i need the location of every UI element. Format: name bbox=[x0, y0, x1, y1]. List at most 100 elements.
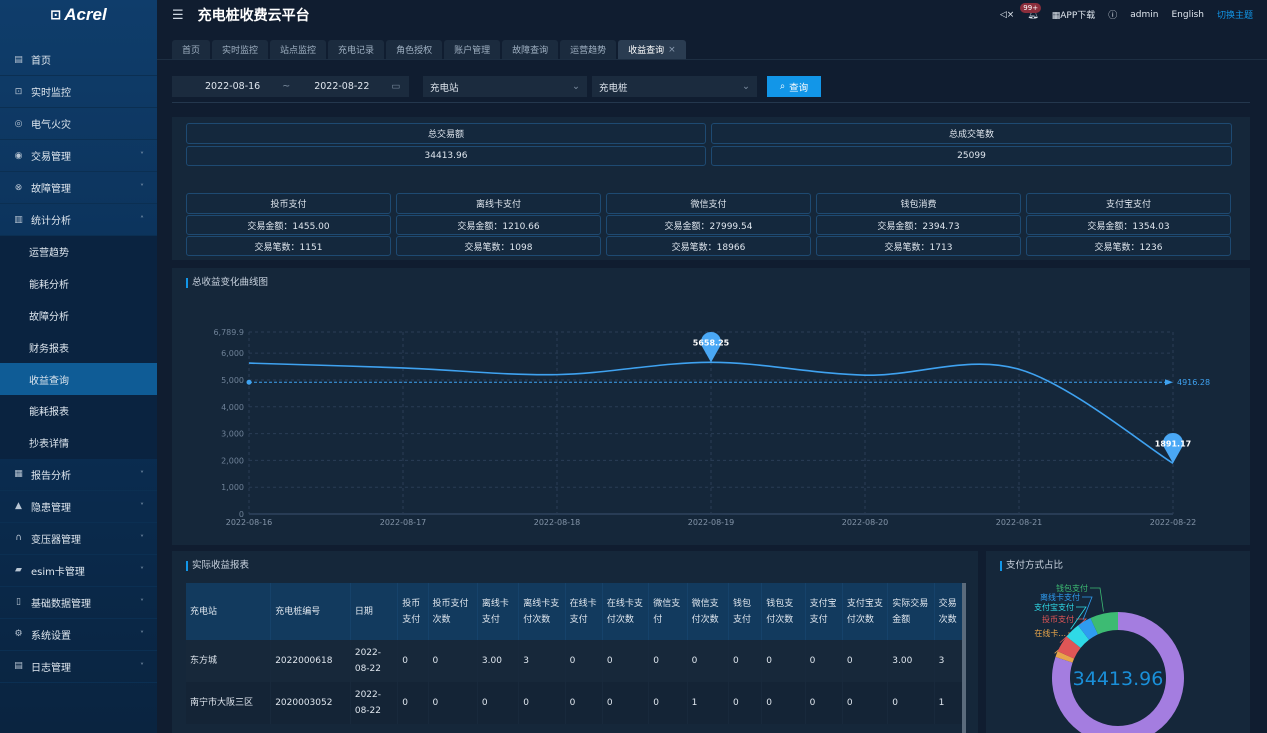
theme-switch[interactable]: 切换主题 bbox=[1216, 11, 1253, 21]
pie-center-total: 34413.96 bbox=[1073, 668, 1164, 690]
sidebar-item[interactable]: ▰ esim卡管理 ˅ bbox=[0, 555, 157, 587]
sidebar-item[interactable]: ▲ 隐患管理 ˅ bbox=[0, 491, 157, 523]
settings-icon: ⚙ bbox=[14, 629, 23, 640]
sidebar-item[interactable]: ⚙ 系统设置 ˅ bbox=[0, 619, 157, 651]
query-button[interactable]: ⌕ 查询 bbox=[767, 76, 821, 97]
mark-point[interactable] bbox=[701, 331, 721, 363]
table-cell: 0 bbox=[477, 682, 520, 724]
method-name: 离线卡支付 bbox=[396, 193, 601, 214]
table-cell: 3.00 bbox=[477, 640, 520, 682]
revenue-table-panel: 实际收益报表 充电站 充电桩编号 日期 投币支付 投币支付次数 离线卡支付 离线卡支付次数在… bbox=[172, 551, 978, 733]
end-date[interactable]: 2022-08-22 bbox=[314, 81, 370, 92]
chevron-down-icon: ⌄ bbox=[742, 81, 750, 92]
pile-select[interactable]: 充电桩 ⌄ bbox=[592, 76, 757, 97]
sidebar-subitem[interactable]: 财务报表 bbox=[0, 331, 157, 364]
y-tick-label: 4,000 bbox=[221, 403, 244, 412]
chart-title: 总收益变化曲线图 bbox=[186, 278, 268, 288]
tab-label: 站点监控 bbox=[280, 46, 317, 56]
menu-toggle-icon[interactable]: ☰ bbox=[172, 7, 184, 23]
sim-icon: ▰ bbox=[15, 565, 22, 576]
sidebar-menu: ▤ 首页 ⊡ 实时监控 ◎ 电气火灾 ◉ 交易管理 ˅ ⊗ 故障管理 ˅ ▥ 统计分析 ˄ 运营趋势 能耗分析故… bbox=[0, 44, 157, 683]
tab[interactable]: 故障查询 bbox=[502, 40, 559, 59]
column-header: 支付宝支付次数 bbox=[842, 583, 889, 640]
sidebar-item-label: 变压器管理 bbox=[31, 534, 81, 546]
table-cell: 3 bbox=[518, 640, 566, 682]
sidebar-item-label: 统计分析 bbox=[31, 216, 71, 227]
pie-label: 离线卡支付 bbox=[1040, 592, 1080, 602]
pie-title: 支付方式占比 bbox=[1000, 561, 1063, 571]
sidebar-item[interactable]: ▤ 首页 bbox=[0, 44, 157, 76]
tab[interactable]: 实时监控 bbox=[212, 40, 269, 59]
sidebar-item[interactable]: ∩ 变压器管理 ˅ bbox=[0, 523, 157, 555]
chevron-down-icon: ⌄ bbox=[572, 81, 580, 92]
close-icon[interactable]: × bbox=[668, 44, 676, 55]
table-cell: 3.00 bbox=[887, 640, 935, 682]
column-header: 交易次数 bbox=[934, 583, 966, 640]
tab[interactable]: 充电记录 bbox=[328, 40, 385, 59]
table-cell: 3 bbox=[934, 640, 966, 682]
pie-slice[interactable] bbox=[1052, 612, 1184, 733]
tab-label: 首页 bbox=[182, 46, 201, 56]
sidebar-subitem[interactable]: 收益查询 bbox=[0, 363, 157, 395]
sidebar-item[interactable]: ▤ 日志管理 ˅ bbox=[0, 651, 157, 683]
pie-slice[interactable] bbox=[1066, 625, 1089, 648]
sidebar-subitem[interactable]: 故障分析 bbox=[0, 299, 157, 332]
sidebar-item-label: 故障管理 bbox=[31, 184, 71, 195]
sidebar-item[interactable]: ▦ 报告分析 ˅ bbox=[0, 459, 157, 491]
table-cell: 0 bbox=[761, 682, 806, 724]
station-select-value: 充电站 bbox=[430, 82, 459, 94]
sidebar-item[interactable]: ▥ 统计分析 ˄ bbox=[0, 204, 157, 236]
pie-slice[interactable] bbox=[1057, 636, 1081, 659]
x-tick-label: 2022-08-20 bbox=[842, 518, 889, 527]
sidebar-item[interactable]: ▯ 基础数据管理 ˅ bbox=[0, 587, 157, 619]
station-select[interactable]: 充电站 ⌄ bbox=[423, 76, 587, 97]
bar-chart-icon: ▥ bbox=[14, 214, 23, 225]
start-date[interactable]: 2022-08-16 bbox=[205, 81, 261, 92]
sidebar-item[interactable]: ◎ 电气火灾 bbox=[0, 108, 157, 140]
table-cell: 0 bbox=[687, 640, 729, 682]
table-cell: 0 bbox=[648, 640, 688, 682]
pie-slice[interactable] bbox=[1078, 618, 1098, 640]
tab[interactable]: 运营趋势 bbox=[560, 40, 617, 59]
tab[interactable]: 角色授权 bbox=[386, 40, 443, 59]
tab[interactable]: 收益查询 × bbox=[618, 40, 686, 59]
method-name: 支付宝支付 bbox=[1026, 193, 1231, 214]
bell-icon[interactable]: 🔔︎ 99+ bbox=[1020, 2, 1042, 20]
sidebar-item[interactable]: ◉ 交易管理 ˅ bbox=[0, 140, 157, 172]
help-icon[interactable]: ⓘ bbox=[1108, 11, 1118, 21]
sidebar-subitem[interactable]: 抄表详情 bbox=[0, 426, 157, 459]
tab[interactable]: 账户管理 bbox=[444, 40, 501, 59]
sidebar-subitem[interactable]: 能耗分析 bbox=[0, 267, 157, 300]
sidebar-subitem[interactable]: 能耗报表 bbox=[0, 394, 157, 427]
sidebar-item-label: 交易管理 bbox=[31, 152, 71, 163]
table-scrollbar[interactable] bbox=[962, 583, 966, 733]
table-cell: 0 bbox=[842, 640, 889, 682]
pie-slice[interactable] bbox=[1055, 651, 1075, 663]
language-switch[interactable]: English bbox=[1171, 9, 1204, 20]
method-amount: 交易金额：2394.73 bbox=[816, 215, 1021, 235]
sidebar-item[interactable]: ⊗ 故障管理 ˅ bbox=[0, 172, 157, 204]
user-menu[interactable]: admin bbox=[1130, 9, 1159, 20]
sidebar-item[interactable]: ⊡ 实时监控 bbox=[0, 76, 157, 108]
mark-point-label: 5658.25 bbox=[693, 338, 730, 347]
date-range-picker[interactable]: 2022-08-16 ~ 2022-08-22 ▭ bbox=[172, 76, 409, 97]
tab[interactable]: 站点监控 bbox=[270, 40, 327, 59]
sidebar-subitem[interactable]: 运营趋势 bbox=[0, 236, 157, 268]
mark-point[interactable] bbox=[1163, 432, 1183, 464]
mute-icon[interactable]: ◁× bbox=[999, 9, 1015, 20]
y-tick-label: 6,789.9 bbox=[213, 328, 244, 337]
column-header: 在线卡支付次数 bbox=[602, 583, 650, 640]
method-amount: 交易金额：1210.66 bbox=[396, 215, 601, 235]
method-count: 交易笔数：1236 bbox=[1026, 236, 1231, 256]
method-count: 交易笔数：1098 bbox=[396, 236, 601, 256]
sidebar-item-label: 报告分析 bbox=[31, 470, 71, 482]
logo-mark-icon: ⊡ bbox=[50, 7, 62, 22]
table-cell: 0 bbox=[397, 682, 429, 724]
app-download-link[interactable]: ▦APP下载 bbox=[1051, 11, 1096, 21]
total-amount-value: 34413.96 bbox=[186, 146, 706, 166]
tab-label: 故障查询 bbox=[512, 46, 549, 56]
tab[interactable]: 首页 bbox=[172, 40, 211, 59]
pie-label: 投币支付 bbox=[1042, 614, 1074, 624]
table-cell: 0 bbox=[761, 640, 806, 682]
pie-slice[interactable] bbox=[1090, 612, 1118, 635]
